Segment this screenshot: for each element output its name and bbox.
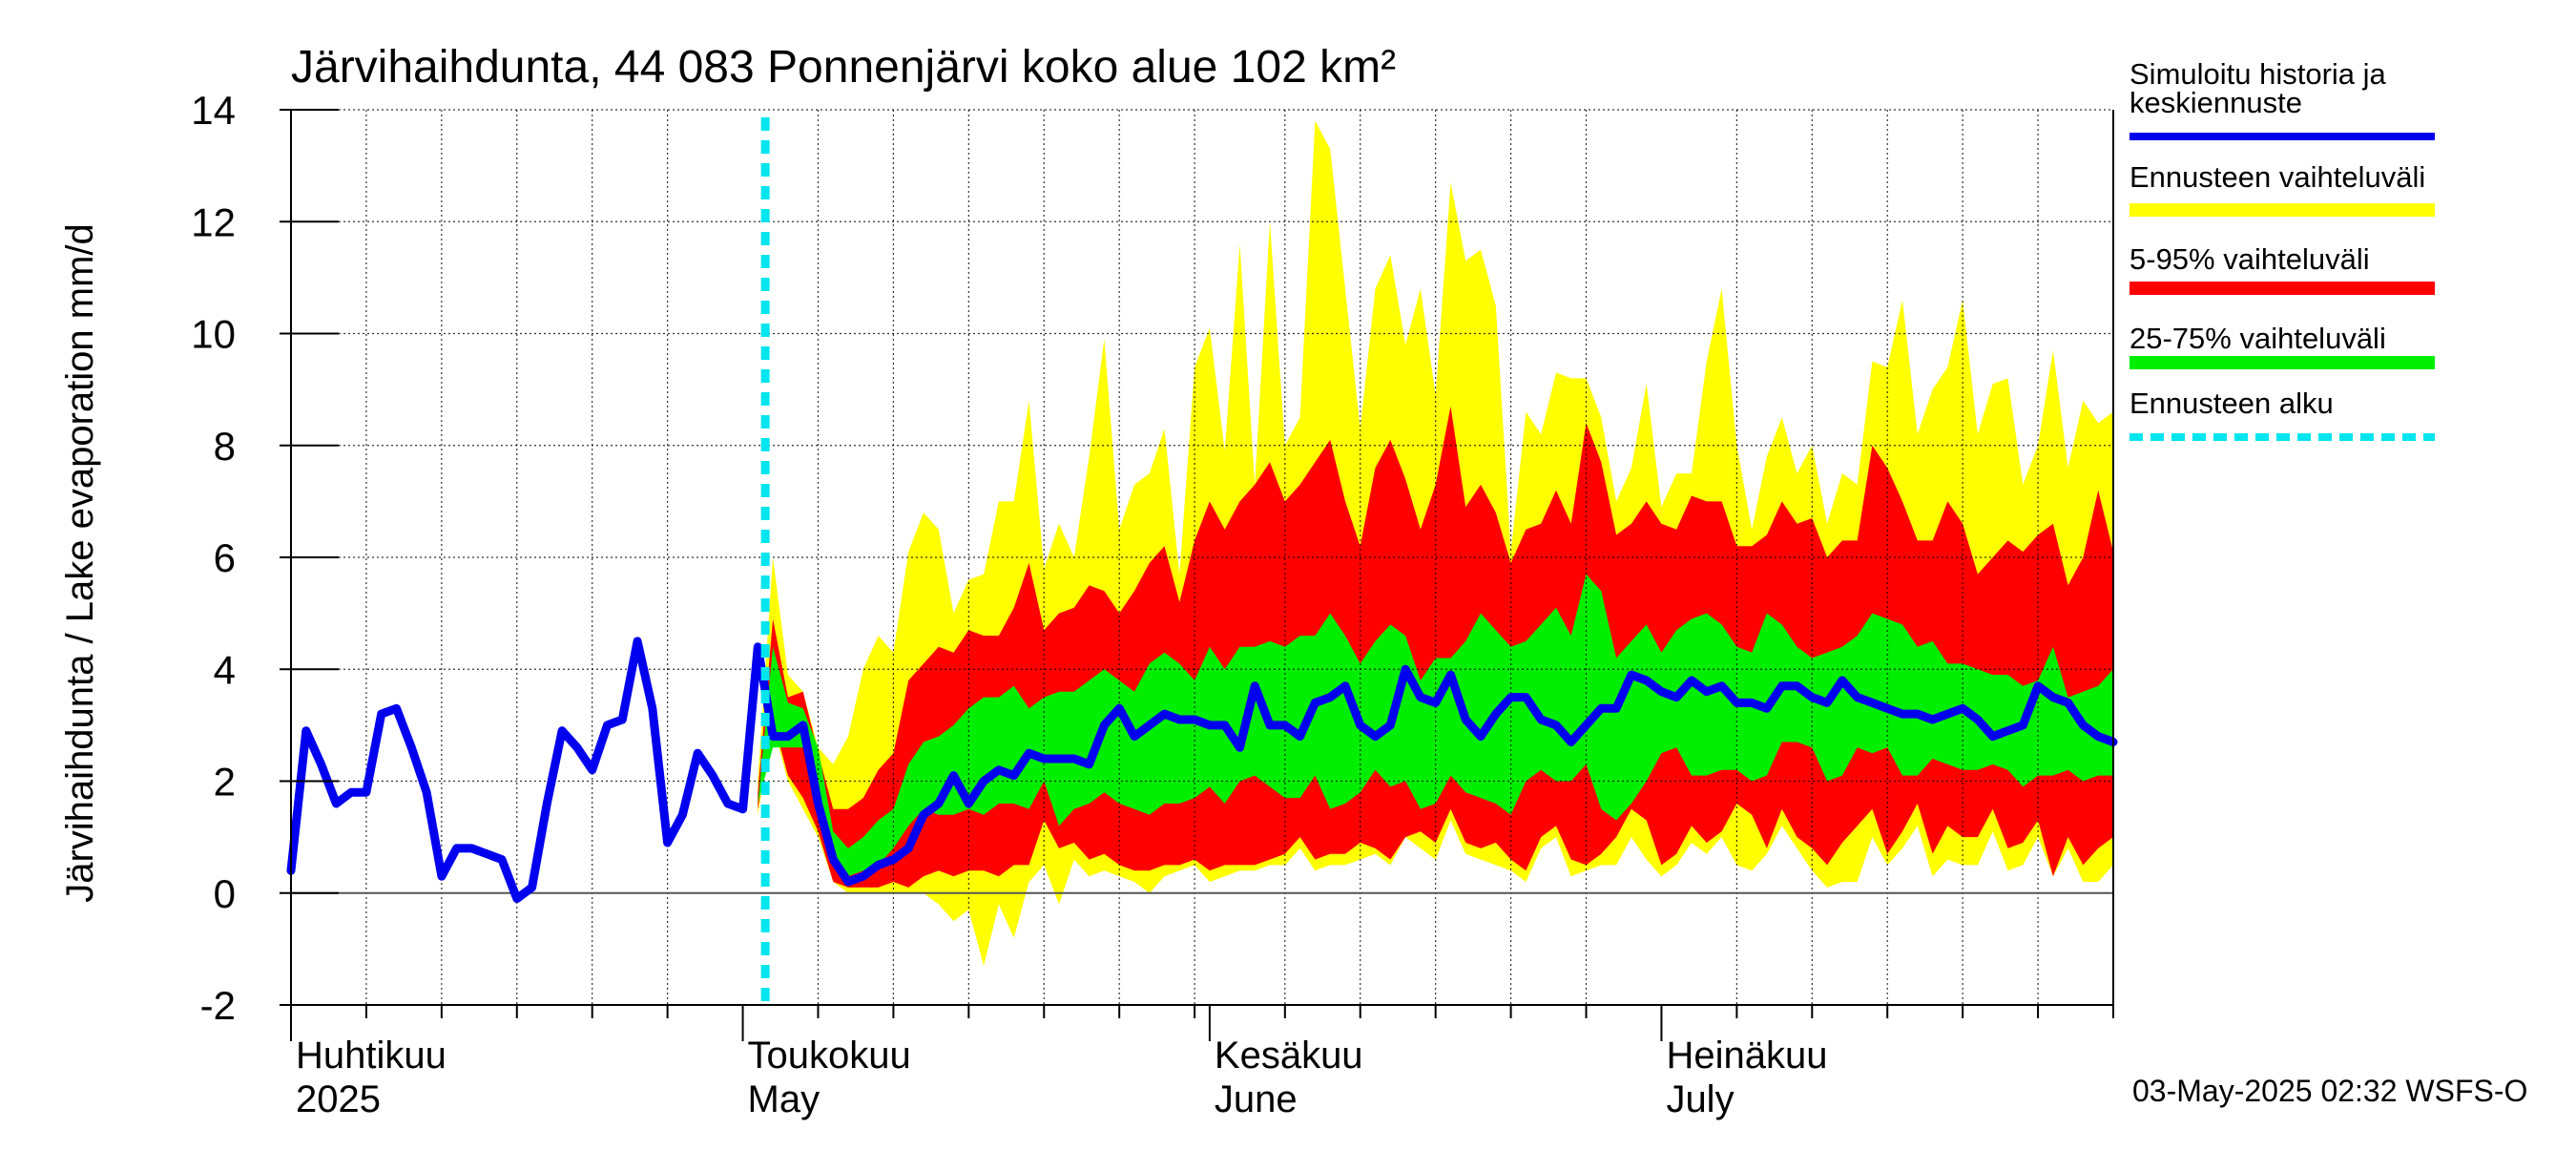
median-line <box>286 637 2118 904</box>
legend-label: 25-75% vaihteluväli <box>2129 322 2386 355</box>
x-month-sublabel: May <box>748 1078 821 1120</box>
y-axis-label: Järvihaihdunta / Lake evaporation mm/d <box>59 223 101 903</box>
x-month-sublabel: July <box>1666 1078 1734 1120</box>
legend-label: 5-95% vaihteluväli <box>2129 242 2370 276</box>
x-month-label: Heinäkuu <box>1666 1035 1827 1077</box>
x-month-sublabel: 2025 <box>296 1078 381 1120</box>
median-series <box>286 637 2118 904</box>
y-tick-label: 6 <box>214 535 236 580</box>
grid-lines <box>291 109 2113 1005</box>
legend-label: Simuloitu historia ja <box>2129 57 2387 91</box>
x-month-label: Toukokuu <box>748 1035 911 1077</box>
x-month-label: Huhtikuu <box>296 1035 447 1077</box>
legend-label-line2: keskiennuste <box>2129 86 2302 119</box>
y-tick-label: 2 <box>214 760 236 805</box>
legend-label: Ennusteen alku <box>2129 387 2334 420</box>
y-tick-label: -2 <box>200 983 236 1028</box>
legend-label: Ennusteen vaihteluväli <box>2129 160 2425 194</box>
y-tick-label: 0 <box>214 871 236 916</box>
y-tick-label: 10 <box>191 312 236 357</box>
y-tick-label: 4 <box>214 647 236 692</box>
timestamp-label: 03-May-2025 02:32 WSFS-O <box>2132 1074 2527 1108</box>
x-month-sublabel: June <box>1215 1078 1298 1120</box>
y-tick-label: 12 <box>191 199 236 244</box>
range-band-25-75 <box>758 574 2113 877</box>
y-tick-label: 8 <box>214 424 236 469</box>
x-month-label: Kesäkuu <box>1215 1035 1363 1077</box>
chart-title: Järvihaihdunta, 44 083 Ponnenjärvi koko … <box>291 42 1396 93</box>
y-tick-label: 14 <box>191 88 236 133</box>
